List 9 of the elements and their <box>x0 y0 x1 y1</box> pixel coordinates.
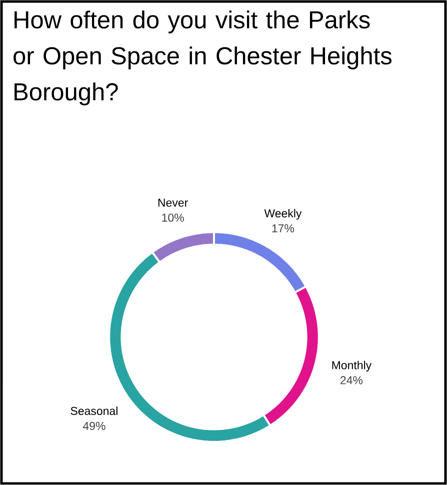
slice-label: Monthly <box>332 360 372 372</box>
slice-label: Weekly <box>264 208 302 220</box>
data-label: 49% <box>82 422 106 430</box>
data-label: 24% <box>340 376 363 384</box>
slice-label: Never <box>158 198 188 207</box>
data-label: 10% <box>162 214 184 222</box>
chart-title: How often do you visit the Parks or Open Space in Chester Heights Borough? <box>14 10 392 106</box>
data-label: 17% <box>272 224 294 232</box>
slice-label: Seasonal <box>70 406 118 416</box>
